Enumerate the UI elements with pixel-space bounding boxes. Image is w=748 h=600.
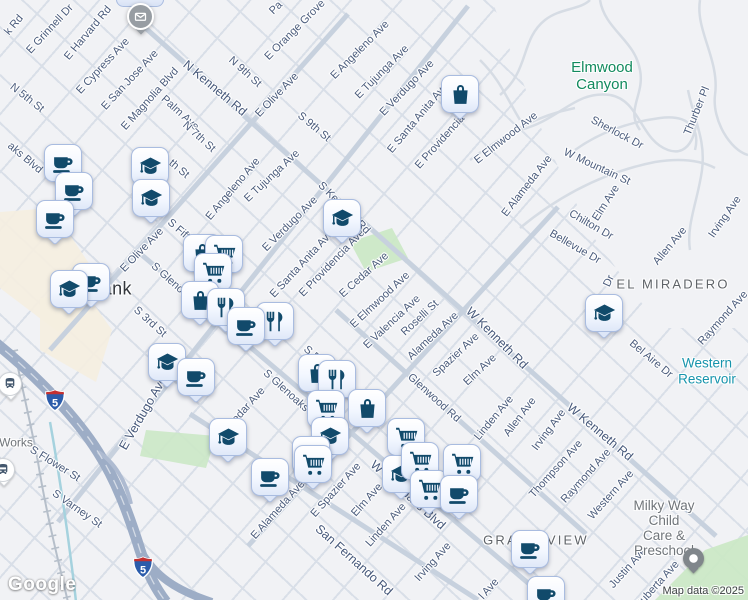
- bag-icon: [448, 82, 473, 107]
- cap-icon: [330, 206, 355, 231]
- map-data-attribution: Map data ©2025: [662, 585, 745, 597]
- cart-icon: [450, 451, 475, 476]
- coffee-marker-pin[interactable]: [440, 475, 478, 521]
- poi-dot-pin[interactable]: [682, 547, 704, 573]
- bag-icon: [355, 396, 380, 421]
- coffee-marker-pin[interactable]: [227, 307, 265, 353]
- cap-marker-pin[interactable]: [323, 199, 361, 245]
- cart-icon: [417, 477, 442, 502]
- coffee-icon: [534, 583, 559, 600]
- coffee-icon: [518, 537, 543, 562]
- restaurant-icon: [263, 309, 288, 334]
- coffee-icon: [184, 365, 209, 390]
- cap-marker-pin[interactable]: [50, 270, 88, 316]
- transit-station-pin[interactable]: [0, 458, 15, 487]
- cap-icon: [57, 277, 82, 302]
- train-icon: [0, 462, 11, 478]
- pin-tail: [688, 563, 698, 573]
- coffee-marker-pin[interactable]: [527, 576, 565, 600]
- coffee-marker-pin[interactable]: [36, 200, 74, 246]
- coffee-marker-pin[interactable]: [251, 458, 289, 504]
- gray-poi-pin[interactable]: [127, 3, 154, 35]
- mail-icon: [133, 9, 148, 24]
- gray-poi-disc: [127, 3, 154, 30]
- cap-icon: [138, 154, 163, 179]
- transit-disc: [0, 372, 22, 396]
- cart-icon: [301, 452, 326, 477]
- bag-marker-pin[interactable]: [348, 389, 386, 435]
- train-icon: [2, 376, 18, 392]
- coffee-marker-pin[interactable]: [177, 358, 215, 404]
- transit-station-pin[interactable]: [0, 372, 22, 401]
- cap-marker-pin[interactable]: [132, 179, 170, 225]
- bag-marker-pin[interactable]: [441, 75, 479, 121]
- cap-marker-pin[interactable]: [209, 418, 247, 464]
- cap-marker-pin[interactable]: [585, 294, 623, 340]
- coffee-marker-pin[interactable]: [511, 530, 549, 576]
- cap-icon: [216, 425, 241, 450]
- cart-marker-pin[interactable]: [294, 445, 332, 491]
- coffee-icon: [234, 314, 259, 339]
- cap-icon: [592, 301, 617, 326]
- cap-icon: [155, 350, 180, 375]
- coffee-icon: [43, 207, 68, 232]
- cap-icon: [139, 186, 164, 211]
- coffee-icon: [258, 465, 283, 490]
- transit-disc: [0, 458, 15, 482]
- restaurant-icon: [325, 367, 350, 392]
- google-logo[interactable]: Google: [8, 574, 77, 595]
- coffee-icon: [447, 482, 472, 507]
